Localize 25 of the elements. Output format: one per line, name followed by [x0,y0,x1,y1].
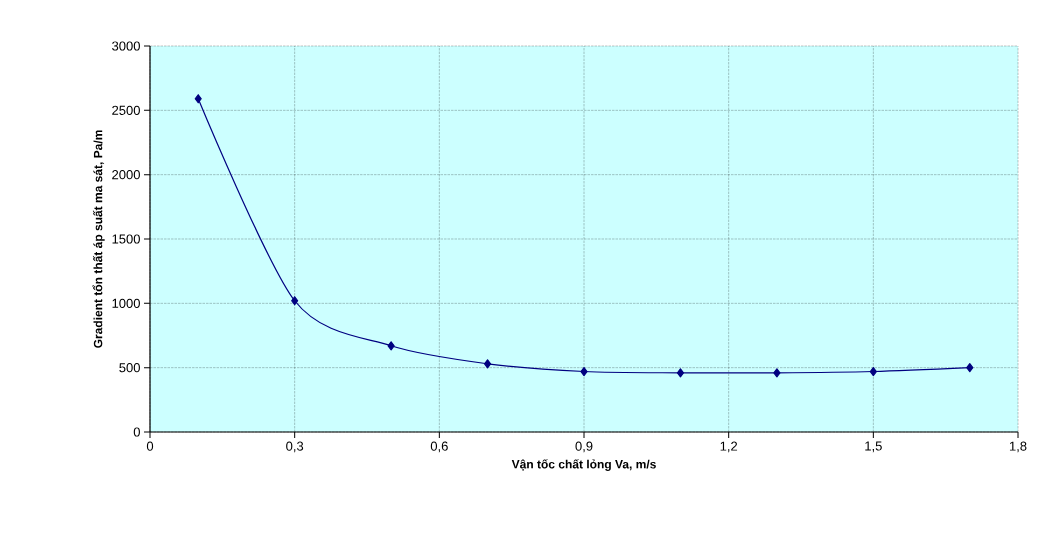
x-tick-label: 0,9 [575,441,593,453]
y-tick-label: 1000 [112,298,140,308]
y-tick-label: 1500 [112,234,140,244]
x-tick-label: 0 [146,441,154,451]
point [773,368,781,378]
y-tick-label: 500 [119,363,140,373]
y-tick-label: 3000 [112,41,140,51]
x-tick-label: 1,2 [720,441,738,453]
point [291,296,299,306]
point [387,341,395,351]
x-axis-title: Vận tốc chất lỏng Va, m/s [511,459,656,471]
point [483,359,492,369]
point [869,366,877,377]
point [676,368,685,378]
y-tick-label: 2500 [112,105,140,115]
point [580,366,588,377]
point [966,363,974,373]
x-tick-label: 1,5 [865,441,882,453]
x-tick-label: 1,8 [1009,441,1027,453]
point [194,94,202,104]
y-tick-label: 0 [133,427,140,437]
x-tick-label: 0,6 [430,441,448,453]
x-tick-label: 0,3 [286,441,304,453]
y-tick-label: 2000 [112,170,140,180]
y-axis-title: Gradient tổn thất áp suất ma sát, Pa/m [92,130,105,348]
